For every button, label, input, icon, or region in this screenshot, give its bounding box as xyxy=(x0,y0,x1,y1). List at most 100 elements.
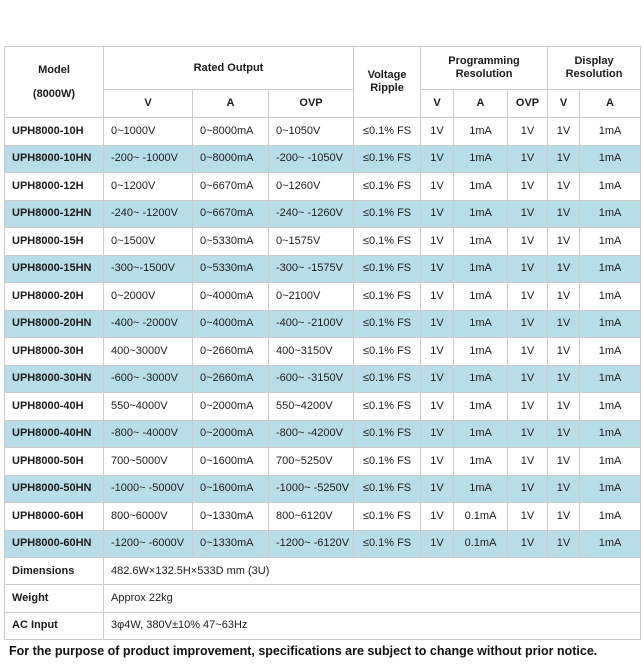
cell-prog-ovp: 1V xyxy=(507,144,549,173)
subheader-prog-a: A xyxy=(453,89,509,118)
cell-disp-v: 1V xyxy=(547,199,581,228)
cell-rated-a: 0~4000mA xyxy=(192,282,269,311)
cell-prog-v: 1V xyxy=(420,474,455,503)
table-row: UPH8000-30H 400~3000V 0~2660mA 400~3150V ≤0.… xyxy=(4,337,642,366)
cell-prog-a: 1mA xyxy=(453,227,509,256)
cell-rated-a: 0~1600mA xyxy=(192,447,269,476)
cell-disp-a: 1mA xyxy=(579,144,642,173)
cell-rated-v: 0~1500V xyxy=(103,227,193,256)
table-body: UPH8000-10H 0~1000V 0~8000mA 0~1050V ≤0.1% F… xyxy=(4,117,642,558)
cell-voltage-ripple: ≤0.1% FS xyxy=(353,309,422,338)
header-prog-line2: Resolution xyxy=(455,68,513,80)
header-model: Model (8000W) xyxy=(4,46,104,118)
cell-prog-a: 0.1mA xyxy=(453,502,509,531)
subheader-prog-v: V xyxy=(420,89,455,118)
table-row: UPH8000-10H 0~1000V 0~8000mA 0~1050V ≤0.1% F… xyxy=(4,117,642,146)
cell-rated-ovp: 700~5250V xyxy=(267,447,355,476)
cell-prog-v: 1V xyxy=(420,117,455,146)
cell-rated-ovp: -1000~ -5250V xyxy=(267,474,355,503)
subheader-rated-v: V xyxy=(103,89,193,118)
cell-rated-v: 700~5000V xyxy=(103,447,193,476)
cell-prog-ovp: 1V xyxy=(507,199,549,228)
cell-disp-a: 1mA xyxy=(579,117,642,146)
cell-prog-a: 1mA xyxy=(453,337,509,366)
cell-voltage-ripple: ≤0.1% FS xyxy=(353,199,422,228)
cell-rated-ovp: 0~2100V xyxy=(267,282,355,311)
cell-prog-a: 1mA xyxy=(453,474,509,503)
cell-prog-v: 1V xyxy=(420,337,455,366)
cell-voltage-ripple: ≤0.1% FS xyxy=(353,447,422,476)
section-label: AC Input xyxy=(4,611,104,641)
cell-rated-v: -400~ -2000V xyxy=(103,309,193,338)
section-value: 482.6W×132.5H×533D mm (3U) xyxy=(102,556,642,586)
cell-prog-ovp: 1V xyxy=(507,309,549,338)
section-row: Dimensions 482.6W×132.5H×533D mm (3U) xyxy=(4,556,642,586)
cell-rated-ovp: 0~1050V xyxy=(267,117,355,146)
cell-prog-a: 1mA xyxy=(453,447,509,476)
cell-model: UPH8000-20H xyxy=(4,282,104,311)
cell-model: UPH8000-30H xyxy=(4,337,104,366)
cell-model: UPH8000-40H xyxy=(4,392,104,421)
table-sections: Dimensions 482.6W×132.5H×533D mm (3U) Weig… xyxy=(4,556,642,641)
cell-prog-ovp: 1V xyxy=(507,474,549,503)
cell-rated-ovp: -400~ -2100V xyxy=(267,309,355,338)
cell-prog-ovp: 1V xyxy=(507,254,549,283)
cell-rated-a: 0~2660mA xyxy=(192,337,269,366)
header-disp-line1: Display xyxy=(574,55,614,67)
section-label: Weight xyxy=(4,584,104,613)
cell-disp-v: 1V xyxy=(547,392,581,421)
table-row: UPH8000-15HN -300~-1500V 0~5330mA -300~ -15… xyxy=(4,254,642,283)
cell-voltage-ripple: ≤0.1% FS xyxy=(353,419,422,448)
cell-disp-v: 1V xyxy=(547,447,581,476)
cell-voltage-ripple: ≤0.1% FS xyxy=(353,364,422,393)
header-voltage-ripple: Voltage Ripple xyxy=(353,46,422,118)
cell-rated-a: 0~2660mA xyxy=(192,364,269,393)
cell-disp-a: 1mA xyxy=(579,337,642,366)
cell-rated-ovp: 550~4200V xyxy=(267,392,355,421)
cell-rated-a: 0~5330mA xyxy=(192,254,269,283)
cell-rated-a: 0~2000mA xyxy=(192,392,269,421)
cell-voltage-ripple: ≤0.1% FS xyxy=(353,144,422,173)
cell-prog-a: 1mA xyxy=(453,419,509,448)
cell-disp-a: 1mA xyxy=(579,529,642,558)
cell-model: UPH8000-15HN xyxy=(4,254,104,283)
section-row: AC Input 3φ4W, 380V±10% 47~63Hz xyxy=(4,611,642,641)
cell-rated-a: 0~1600mA xyxy=(192,474,269,503)
cell-rated-v: -240~ -1200V xyxy=(103,199,193,228)
cell-prog-ovp: 1V xyxy=(507,502,549,531)
cell-voltage-ripple: ≤0.1% FS xyxy=(353,337,422,366)
cell-prog-ovp: 1V xyxy=(507,227,549,256)
cell-rated-v: 400~3000V xyxy=(103,337,193,366)
cell-rated-ovp: -1200~ -6120V xyxy=(267,529,355,558)
cell-prog-v: 1V xyxy=(420,309,455,338)
cell-model: UPH8000-50H xyxy=(4,447,104,476)
cell-model: UPH8000-10H xyxy=(4,117,104,146)
cell-prog-v: 1V xyxy=(420,502,455,531)
cell-voltage-ripple: ≤0.1% FS xyxy=(353,254,422,283)
table-row: UPH8000-15H 0~1500V 0~5330mA 0~1575V ≤0.1% F… xyxy=(4,227,642,256)
cell-prog-a: 1mA xyxy=(453,117,509,146)
cell-rated-v: -800~ -4000V xyxy=(103,419,193,448)
cell-disp-a: 1mA xyxy=(579,392,642,421)
cell-prog-v: 1V xyxy=(420,392,455,421)
cell-model: UPH8000-30HN xyxy=(4,364,104,393)
cell-rated-ovp: -600~ -3150V xyxy=(267,364,355,393)
header-rated-output: Rated Output xyxy=(102,46,355,90)
cell-rated-v: -300~-1500V xyxy=(103,254,193,283)
cell-prog-v: 1V xyxy=(420,282,455,311)
cell-disp-a: 1mA xyxy=(579,254,642,283)
cell-rated-v: 0~1000V xyxy=(103,117,193,146)
subheader-rated-a: A xyxy=(192,89,269,118)
cell-prog-v: 1V xyxy=(420,227,455,256)
cell-rated-a: 0~5330mA xyxy=(192,227,269,256)
cell-rated-ovp: 400~3150V xyxy=(267,337,355,366)
section-value: 3φ4W, 380V±10% 47~63Hz xyxy=(102,611,642,641)
cell-rated-ovp: -300~ -1575V xyxy=(267,254,355,283)
section-label: Dimensions xyxy=(4,556,104,586)
cell-disp-a: 1mA xyxy=(579,502,642,531)
cell-rated-v: -600~ -3000V xyxy=(103,364,193,393)
cell-model: UPH8000-20HN xyxy=(4,309,104,338)
cell-model: UPH8000-12HN xyxy=(4,199,104,228)
table-row: UPH8000-20HN -400~ -2000V 0~4000mA -400~ -2… xyxy=(4,309,642,338)
table-row: UPH8000-12HN -240~ -1200V 0~6670mA -240~ -1… xyxy=(4,199,642,228)
